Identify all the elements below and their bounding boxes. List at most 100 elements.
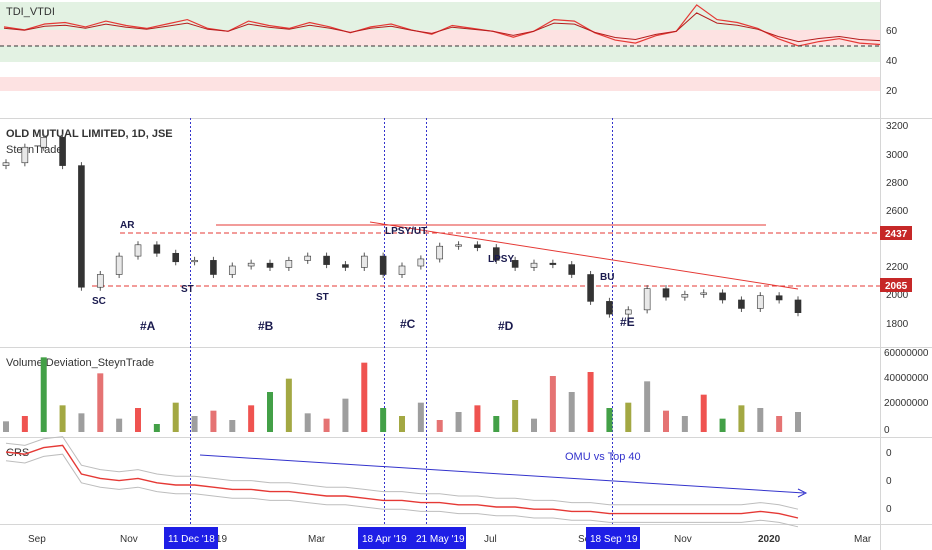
crs-lower-band [5,453,799,528]
date-tag-may: 21 May '19 [412,527,466,549]
x-tick-mar-2: Mar [854,534,872,545]
candle-body [643,288,651,311]
price-tick-2600: 2600 [886,206,909,217]
volume-tick-20m: 20000000 [884,398,929,409]
candle-body [756,295,764,309]
annotation-ar: AR [120,220,135,231]
volume-bar [455,412,462,432]
crs-trendline [199,454,805,494]
crs-tick-2: 0 [886,476,892,487]
volume-bar [97,373,104,432]
volume-bar [210,410,217,432]
volume-bar [644,381,651,432]
price-tick-3200: 3200 [886,121,909,132]
date-tag-dec: 11 Dec '18 [164,527,218,549]
volume-bar [323,418,330,432]
candle-body [624,309,632,315]
candle-body [681,293,689,298]
tdi-tick-40: 40 [886,56,898,67]
candle-body [342,264,349,268]
volume-bar [436,420,443,432]
volume-bar [59,405,66,432]
tdi-tick-20: 20 [886,86,898,97]
price-tick-2000: 2000 [886,290,909,301]
volume-bar [116,418,123,432]
volume-tick-0: 0 [884,425,890,436]
annotation-st-1: ST [181,284,194,295]
candle-body [247,262,255,267]
phase-a: #A [140,319,156,333]
candle-body [379,255,387,275]
candle-body [59,137,66,166]
svg-text:2065: 2065 [885,281,908,292]
volume-layer [3,357,801,432]
volume-bar [172,402,179,432]
phase-b: #B [258,319,274,333]
volume-bar [757,408,764,432]
svg-text:11 Dec '18: 11 Dec '18 [168,534,215,545]
candle-body [2,162,10,166]
svg-text:18 Apr '19: 18 Apr '19 [362,534,407,545]
candle-body [775,295,783,301]
svg-text:18 Sep '19: 18 Sep '19 [590,534,638,545]
annotation-lpsy-ut: LPSY/UT [385,226,427,237]
candle-body [134,244,142,257]
candle-body [662,288,670,298]
candle-body [719,292,726,301]
volume-bar [135,408,141,432]
crs-layer [5,436,799,528]
volume-tick-40m: 40000000 [884,373,929,384]
volume-bar [568,392,575,432]
x-tick-2020: 2020 [758,534,781,545]
candle-body [153,244,161,254]
candle-body [285,260,293,268]
volume-bar [719,418,726,432]
date-tag-sep: 18 Sep '19 [586,527,640,549]
volume-bar [153,424,160,432]
crs-note: OMU vs Top 40 [565,451,641,463]
tdi-signal-line [3,12,881,43]
volume-bar [663,410,669,432]
crs-tick-3: 0 [886,504,892,515]
volume-bar [229,420,236,432]
x-tick-nov: Nov [120,534,138,545]
volume-bar [417,402,424,432]
volume-bar [681,416,688,432]
volume-bar [606,408,613,432]
candle-body [266,262,274,268]
crs-upper-band [5,436,799,510]
x-tick-jul: Jul [484,534,497,545]
candle-body [304,255,312,261]
candle-body [21,146,29,164]
candle-body [794,299,802,313]
x-tick-19: '19 [214,534,227,545]
candle-body [172,252,180,263]
candle-body [78,165,85,288]
volume-bar [625,402,632,432]
volume-bar [399,416,405,432]
volume-title: Volume Deviation_SteynTrade [6,357,154,369]
volume-tick-60m: 60000000 [884,348,929,359]
candle-body [228,265,236,275]
candle-body [606,301,613,315]
phase-d: #D [498,319,514,333]
volume-bar [3,421,9,432]
crs-trendline-arrow-icon [797,488,808,498]
volume-bar [304,413,311,432]
downtrend-line [369,221,799,290]
candle-body [587,274,594,302]
annotation-sc: SC [92,296,106,307]
volume-bar [700,394,707,432]
candle-body [323,255,330,265]
volume-bar [474,405,481,432]
volume-bar [587,372,594,432]
date-tag-apr: 18 Apr '19 [358,527,412,549]
price-ticks: 3200 3000 2800 2600 2200 2000 1800 [886,121,909,330]
annotation-st-2: ST [316,292,329,303]
candle-body [455,244,462,247]
price-subtitle: SteynTrade [6,144,62,156]
volume-bar [361,362,368,432]
